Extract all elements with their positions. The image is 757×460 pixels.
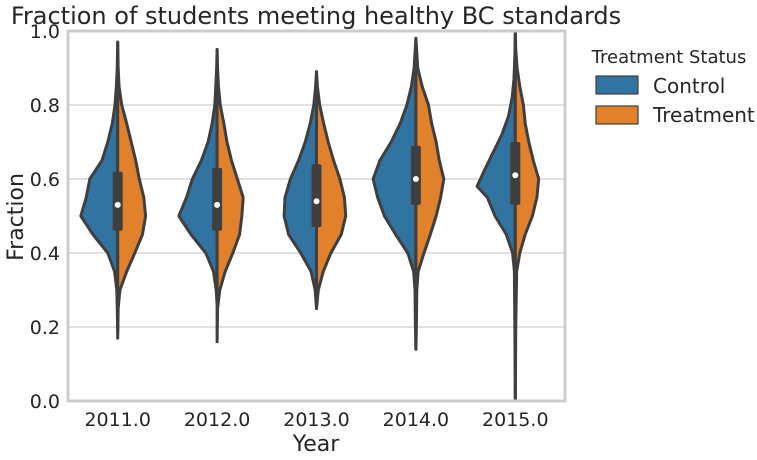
y-tick-label: 0.8 [30, 95, 60, 117]
box-iqr [311, 164, 322, 228]
y-tick-label: 0.4 [30, 243, 60, 265]
legend-swatch-control [595, 75, 639, 95]
violin-half-treatment [315, 70, 348, 310]
box-median [114, 201, 121, 208]
y-axis-ticks: 0.0 0.2 0.4 0.6 0.8 1.0 [30, 21, 60, 413]
box-median [512, 172, 519, 179]
legend-label-control: Control [653, 74, 725, 98]
chart-title: Fraction of students meeting healthy BC … [11, 2, 621, 30]
x-tick-label: 2014.0 [383, 409, 449, 431]
x-tick-label: 2011.0 [84, 409, 150, 431]
violin-half-control [177, 48, 219, 307]
violin-half-control [475, 29, 517, 403]
legend-title: Treatment Status [591, 47, 747, 68]
inner-boxes [112, 86, 521, 290]
x-tick-label: 2013.0 [283, 409, 349, 431]
legend-swatch-treatment [595, 105, 639, 125]
x-axis-label: Year [292, 432, 341, 457]
violin-half-treatment [414, 36, 446, 351]
y-axis-label: Fraction [4, 173, 29, 261]
legend: Treatment Status Control Treatment [591, 47, 755, 127]
x-tick-label: 2012.0 [184, 409, 250, 431]
plot-frame [66, 29, 567, 403]
violins [79, 29, 541, 403]
violin-half-treatment [513, 29, 541, 403]
violin-half-treatment [116, 40, 148, 340]
box-median [313, 198, 320, 205]
box-iqr [112, 171, 123, 231]
x-axis-ticks: 2011.0 2012.0 2013.0 2014.0 2015.0 [84, 409, 548, 431]
y-tick-label: 0.0 [30, 391, 60, 413]
box-median [412, 176, 419, 182]
legend-label-treatment: Treatment [652, 103, 755, 127]
violin-half-treatment [215, 48, 245, 344]
box-iqr [212, 167, 223, 231]
violin-half-control [79, 40, 120, 333]
y-tick-label: 0.2 [30, 317, 60, 339]
y-tick-label: 1.0 [30, 21, 60, 43]
y-tick-label: 0.6 [30, 169, 60, 191]
box-median [214, 201, 221, 208]
x-tick-label: 2015.0 [482, 409, 548, 431]
box-iqr [410, 145, 421, 205]
violin-half-control [371, 36, 418, 351]
